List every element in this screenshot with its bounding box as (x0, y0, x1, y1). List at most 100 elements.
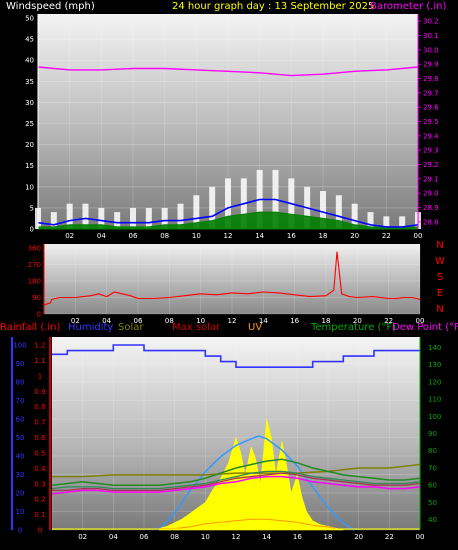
wind-gust-bar (82, 203, 89, 229)
wind-y-tick: 10 (25, 183, 34, 191)
baro-y-tick: 29.3 (423, 147, 439, 155)
rainfall-y-tick: 0.4 (34, 465, 46, 473)
temp-y-tick: 40 (428, 516, 437, 524)
baro-y-tick: 30.2 (423, 18, 439, 26)
wind-x-tick: 06 (129, 232, 138, 240)
wind-y-tick: 15 (25, 162, 34, 170)
panel-direction-bg (44, 244, 420, 314)
bottom-x-tick: 12 (232, 533, 241, 541)
rainfall-y-tick: 0.2 (34, 496, 45, 504)
wind-y-tick: 0 (30, 226, 34, 234)
rainfall-y-tick: 1.2 (34, 342, 45, 350)
wind-gust-bar (66, 203, 73, 229)
direction-line (43, 251, 421, 306)
wind-gust-bar (367, 212, 374, 229)
wind-x-tick: 22 (382, 232, 391, 240)
wind-y-tick: 50 (25, 15, 34, 23)
dir-x-tick: 06 (134, 317, 143, 325)
bottom-x-tick: 06 (140, 533, 149, 541)
temp-y-tick: 60 (428, 482, 437, 490)
dir-x-tick: 16 (290, 317, 299, 325)
rainfall-y-tick: 0.1 (34, 511, 45, 519)
wind-y-tick: 35 (25, 78, 34, 86)
wind-x-tick: 14 (255, 232, 264, 240)
wind-x-tick: 08 (160, 232, 169, 240)
wind-x-tick: 04 (97, 232, 106, 240)
wind-gust-bar (161, 207, 168, 229)
rainfall-y-tick: 0.6 (34, 434, 46, 442)
direction-letter: W (435, 256, 445, 267)
chart-title: 24 hour graph day : 13 September 2025 (172, 1, 374, 12)
direction-letter: N (436, 304, 443, 315)
temp-y-tick: 50 (428, 499, 437, 507)
dir-y-tick: 90 (32, 294, 41, 302)
dir-x-tick: 08 (165, 317, 174, 325)
wind-gust-bar (130, 207, 136, 229)
humidity-y-tick: 30 (16, 471, 25, 479)
humidity-line (52, 344, 420, 369)
wind-x-tick: 16 (287, 232, 296, 240)
rainfall-y-tick: 1.1 (34, 357, 45, 365)
humidity-y-tick: 100 (13, 342, 26, 350)
solar-line (52, 463, 421, 478)
legend-solar: Solar (118, 322, 144, 333)
bottom-x-tick: 02 (78, 533, 87, 541)
dir-x-tick: 18 (322, 317, 331, 325)
temp-y-tick: 110 (428, 396, 441, 404)
temp-y-tick: 90 (428, 430, 437, 438)
wind-x-tick: 02 (65, 232, 74, 240)
uv-line (159, 518, 336, 529)
wind-series (35, 66, 421, 230)
wind-green-area (37, 211, 419, 230)
temp-y-tick: 70 (428, 464, 437, 472)
dir-x-tick: 22 (384, 317, 393, 325)
wind-axes: 0 5 10 15 20 25 30 35 40 45 50 02 04 06 08 10 12 14 16 18 20… (25, 14, 439, 240)
temperature-line (51, 458, 421, 486)
humidity-y-tick: 90 (16, 360, 25, 368)
wind-y-tick: 20 (25, 141, 34, 149)
legend-max-solar: Max solar (172, 322, 221, 333)
baro-y-tick: 29.9 (423, 61, 439, 69)
barometer-line (37, 66, 419, 77)
temp-y-tick: 130 (428, 361, 441, 369)
rainfall-y-tick: 0.7 (34, 419, 45, 427)
humidity-y-tick: 10 (16, 508, 25, 516)
wind-y-tick: 25 (25, 120, 34, 128)
dir-x-tick: 12 (228, 317, 237, 325)
bottom-x-tick: 04 (109, 533, 118, 541)
dir-y-tick: 0 (37, 311, 41, 319)
direction-axes: 0 90 180 270 360 02 04 06 08 10 12 14 16 18 20 22 00 (28, 244, 425, 325)
wind-gust-bar (335, 195, 342, 229)
dir-x-tick: 00 (416, 317, 425, 325)
wind-x-tick: 20 (350, 232, 359, 240)
wind-gust-bar (50, 212, 57, 229)
wind-gust-bar (145, 207, 152, 229)
rainfall-y-tick: 0.5 (34, 449, 45, 457)
humidity-y-tick: 0 (18, 527, 22, 535)
rainfall-y-tick: 0.3 (34, 480, 45, 488)
humidity-y-tick: 80 (16, 379, 25, 387)
baro-y-tick: 28.8 (423, 218, 439, 226)
baro-y-tick: 28.9 (423, 204, 439, 212)
wind-y-tick: 45 (25, 36, 34, 44)
baro-y-tick: 29.2 (423, 161, 439, 169)
bottom-x-tick: 16 (293, 533, 302, 541)
baro-y-tick: 29.6 (423, 104, 439, 112)
dir-x-tick: 04 (102, 317, 111, 325)
bottom-series (51, 344, 421, 531)
wind-gust-bar (114, 212, 121, 229)
direction-letter: N (436, 240, 443, 251)
rainfall-y-tick: 0.9 (34, 388, 45, 396)
wind-gust-bar (225, 178, 231, 229)
barometer-label: Barometer (.in) (370, 1, 446, 12)
rainfall-y-tick: 0 (38, 527, 42, 535)
wind-gust-bar (98, 207, 105, 229)
humidity-y-tick: 40 (16, 453, 25, 461)
bottom-x-tick: 08 (170, 533, 179, 541)
dir-x-tick: 02 (71, 317, 80, 325)
baro-y-tick: 29.0 (423, 190, 439, 198)
humidity-y-tick: 60 (16, 416, 25, 424)
temp-y-tick: 120 (428, 378, 441, 386)
direction-letter: E (437, 288, 443, 299)
